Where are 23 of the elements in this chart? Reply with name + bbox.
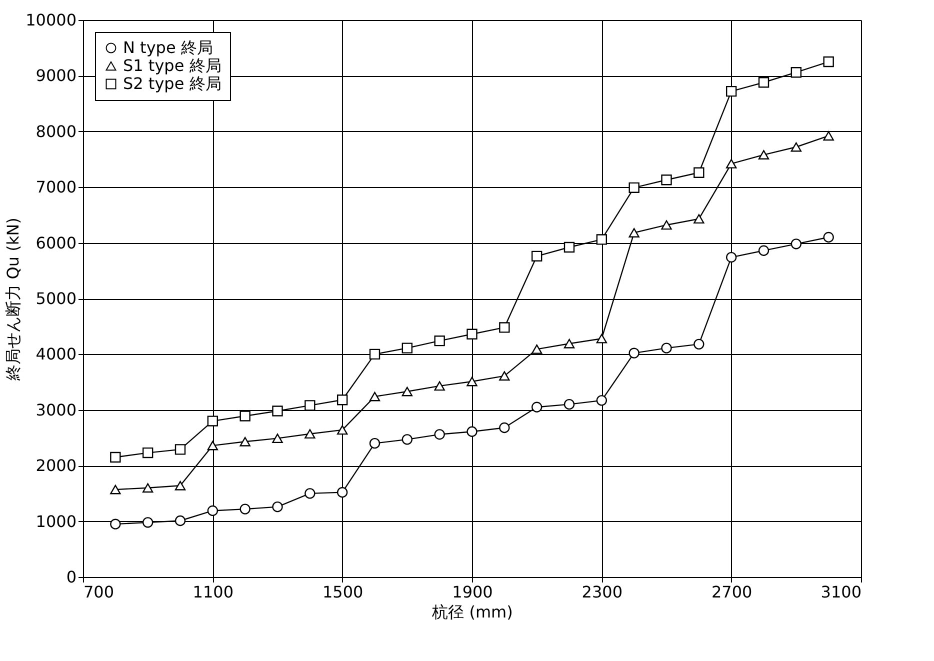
legend-label: N type 終局 (123, 38, 213, 57)
x-tick-label: 3100 (820, 582, 862, 602)
y-tick-label: 2000 (36, 456, 76, 476)
y-tick-label: 8000 (36, 122, 76, 141)
y-tick-label: 4000 (36, 344, 76, 364)
x-tick-label: 1100 (192, 582, 234, 602)
x-tick-label: 1900 (452, 582, 493, 602)
y-tick-label: 3000 (36, 400, 76, 420)
x-tick-label: 2700 (711, 582, 752, 602)
legend-label: S1 type 終局 (123, 56, 222, 75)
x-axis-title: 杭径 (mm) (431, 602, 513, 622)
y-tick-label: 5000 (36, 289, 76, 308)
y-axis-title: 終局せん断力 Qu (kN) (4, 218, 23, 382)
legend-label: S2 type 終局 (123, 74, 222, 93)
y-tick-label: 0 (66, 568, 76, 586)
x-tick-label: 2300 (582, 582, 623, 602)
x-tick-label: 1500 (322, 582, 364, 602)
y-tick-label: 6000 (36, 233, 76, 252)
y-tick-label: 10000 (26, 10, 76, 30)
y-tick-label: 7000 (36, 178, 76, 197)
x-tick-label: 700 (84, 582, 114, 602)
y-tick-label: 9000 (36, 66, 76, 86)
y-tick-label: 1000 (36, 512, 76, 531)
